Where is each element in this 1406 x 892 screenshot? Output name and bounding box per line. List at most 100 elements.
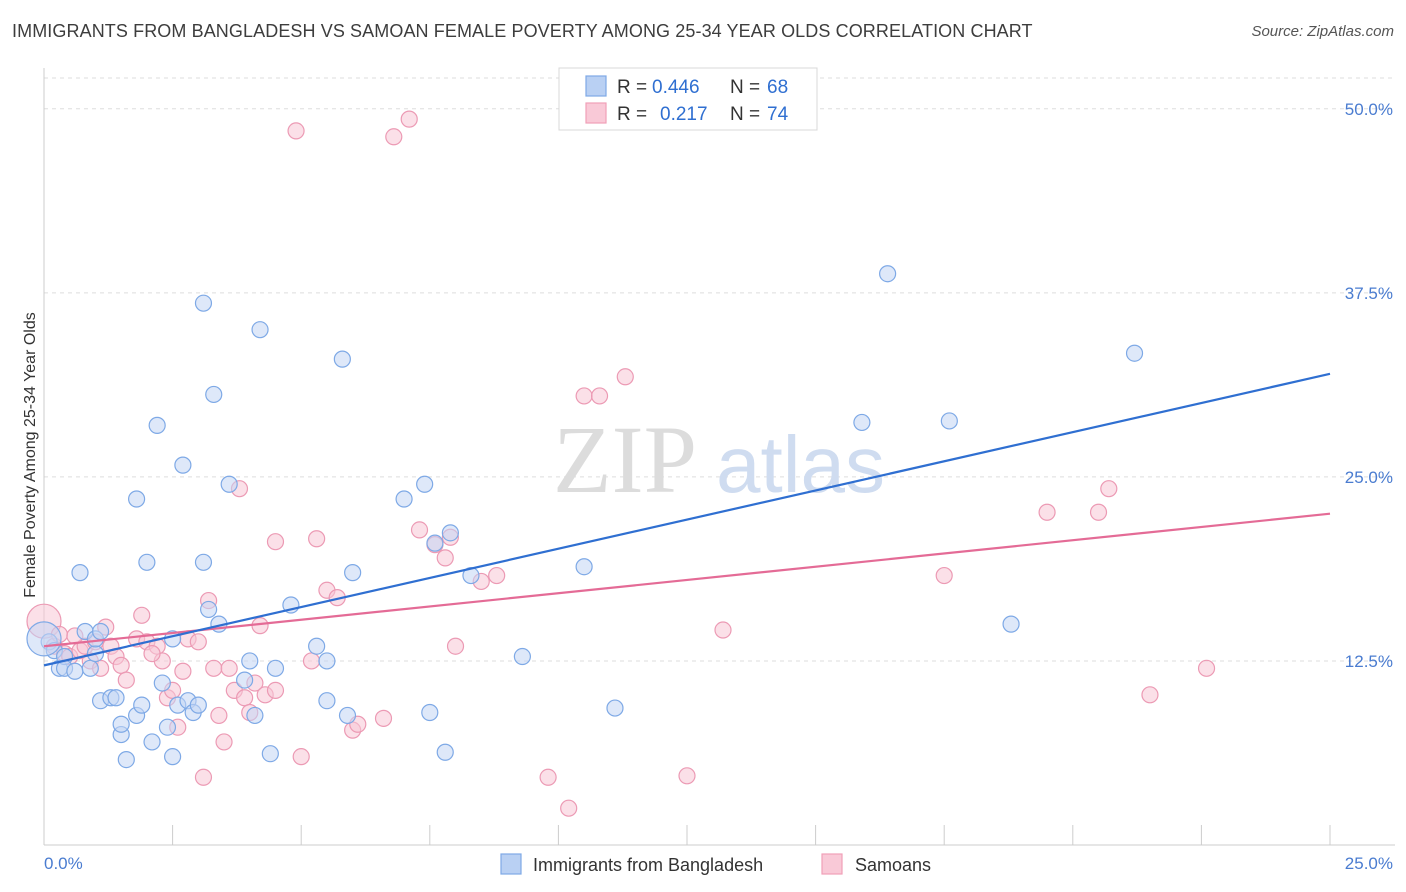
samoans-point-69 (1141, 686, 1159, 704)
samoans-point-27 (205, 659, 223, 677)
bangladesh-point-16 (112, 715, 130, 733)
samoans-point-12 (112, 656, 130, 674)
samoans-point-29 (215, 733, 233, 751)
zipatlas-watermark: ZIP atlas (553, 406, 885, 513)
correlation-legend: R = 0.446 N = 68 R = 0.217 N = 74 (558, 67, 818, 131)
samoans-point-62 (616, 368, 634, 386)
samoans-point-41 (292, 748, 310, 766)
bangladesh-point-41 (246, 706, 264, 725)
samoans-point-15 (133, 606, 151, 624)
samoans-point-55 (446, 637, 465, 655)
bangladesh-point-63 (879, 265, 897, 283)
x-tick-label-max: 25.0% (1345, 854, 1393, 873)
legend-r-label-1: R = (617, 77, 647, 98)
y-tick-label-2: 37.5% (1345, 284, 1393, 303)
series-legend-swatch-blue (500, 853, 522, 875)
legend-swatch-pink (585, 102, 607, 124)
bangladesh-point-25 (158, 718, 177, 736)
series-legend-label-bangladesh: Immigrants from Bangladesh (533, 855, 763, 875)
bangladesh-point-43 (261, 745, 279, 763)
samoans-point-59 (560, 799, 578, 817)
samoans-point-24 (189, 633, 207, 651)
bangladesh-point-24 (153, 674, 171, 692)
samoans-point-63 (678, 767, 696, 785)
samoans-point-57 (488, 566, 506, 585)
samoans-point-50 (400, 110, 418, 128)
bangladesh-point-23 (148, 416, 166, 434)
bangladesh-point-38 (220, 475, 238, 493)
bangladesh-point-20 (133, 696, 151, 714)
legend-swatch-blue (585, 75, 607, 97)
bangladesh-point-61 (606, 699, 624, 717)
bangladesh-point-42 (251, 321, 269, 339)
samoans-point-66 (1038, 503, 1056, 521)
legend-r-label-2: R = (617, 104, 647, 125)
bangladesh-point-22 (143, 733, 161, 751)
bangladesh-points (26, 265, 1144, 769)
series-legend-swatch-pink (821, 853, 843, 875)
bangladesh-point-34 (194, 553, 213, 571)
trend-lines (43, 372, 1331, 667)
bangladesh-point-53 (416, 475, 434, 493)
watermark-zip: ZIP (553, 406, 697, 513)
bangladesh-point-54 (421, 703, 439, 722)
bangladesh-point-39 (236, 671, 254, 689)
bangladesh-point-44 (266, 659, 285, 677)
samoans-point-49 (385, 128, 403, 146)
samoans-point-33 (236, 689, 254, 707)
watermark-atlas: atlas (716, 420, 885, 509)
samoans-point-48 (374, 709, 393, 727)
bangladesh-point-26 (164, 748, 182, 766)
bangladesh-point-48 (318, 692, 336, 710)
bangladesh-point-67 (26, 621, 62, 657)
bangladesh-point-35 (200, 600, 218, 619)
y-tick-label-3: 50.0% (1345, 100, 1393, 119)
bangladesh-point-49 (333, 350, 351, 368)
samoans-point-64 (714, 621, 732, 639)
samoans-point-25 (194, 768, 213, 786)
bangladesh-point-60 (575, 558, 593, 576)
chart-title: IMMIGRANTS FROM BANGLADESH VS SAMOAN FEM… (12, 21, 1033, 41)
bangladesh-point-19 (127, 490, 146, 508)
samoans-point-51 (410, 521, 429, 539)
samoans-point-28 (210, 706, 228, 725)
bangladesh-point-56 (436, 743, 454, 761)
x-tick-label-min: 0.0% (44, 854, 83, 873)
legend-r-value-1: 0.446 (652, 77, 700, 98)
legend-n-label-1: N = (730, 77, 760, 98)
samoans-point-43 (308, 530, 326, 548)
y-tick-label-0: 12.5% (1345, 652, 1393, 671)
bangladesh-point-57 (441, 524, 459, 542)
axes (43, 68, 1395, 846)
legend-n-value-2: 74 (767, 104, 789, 125)
legend-r-value-2: 0.217 (660, 104, 708, 125)
bangladesh-point-51 (344, 564, 362, 582)
bangladesh-point-32 (189, 696, 207, 714)
grid-lines (44, 77, 1395, 662)
samoans-trend-line (43, 512, 1331, 648)
bangladesh-point-40 (241, 652, 259, 670)
bangladesh-point-50 (338, 706, 357, 725)
bangladesh-point-46 (308, 637, 326, 655)
legend-n-value-1: 68 (767, 77, 788, 98)
bangladesh-point-14 (107, 689, 125, 707)
samoans-point-30 (220, 659, 238, 677)
series-legend: Immigrants from Bangladesh Samoans (500, 853, 931, 875)
samoans-point-58 (539, 768, 557, 786)
samoans-point-53 (436, 549, 454, 567)
samoans-point-22 (174, 662, 192, 680)
bangladesh-point-21 (138, 553, 156, 571)
samoans-point-39 (266, 533, 285, 551)
tick-labels: 12.5% 25.0% 37.5% 50.0% 0.0% 25.0% (44, 100, 1393, 873)
y-axis-label: Female Poverty Among 25-34 Year Olds (22, 312, 39, 598)
bangladesh-point-55 (426, 534, 444, 552)
samoans-point-73 (143, 644, 161, 663)
bangladesh-point-5 (66, 662, 84, 680)
samoans-point-68 (1100, 480, 1118, 498)
samoans-point-70 (1197, 659, 1216, 677)
bangladesh-point-29 (174, 456, 192, 474)
legend-n-label-2: N = (730, 104, 760, 125)
bangladesh-point-36 (205, 385, 223, 404)
series-legend-label-samoans: Samoans (855, 855, 931, 875)
